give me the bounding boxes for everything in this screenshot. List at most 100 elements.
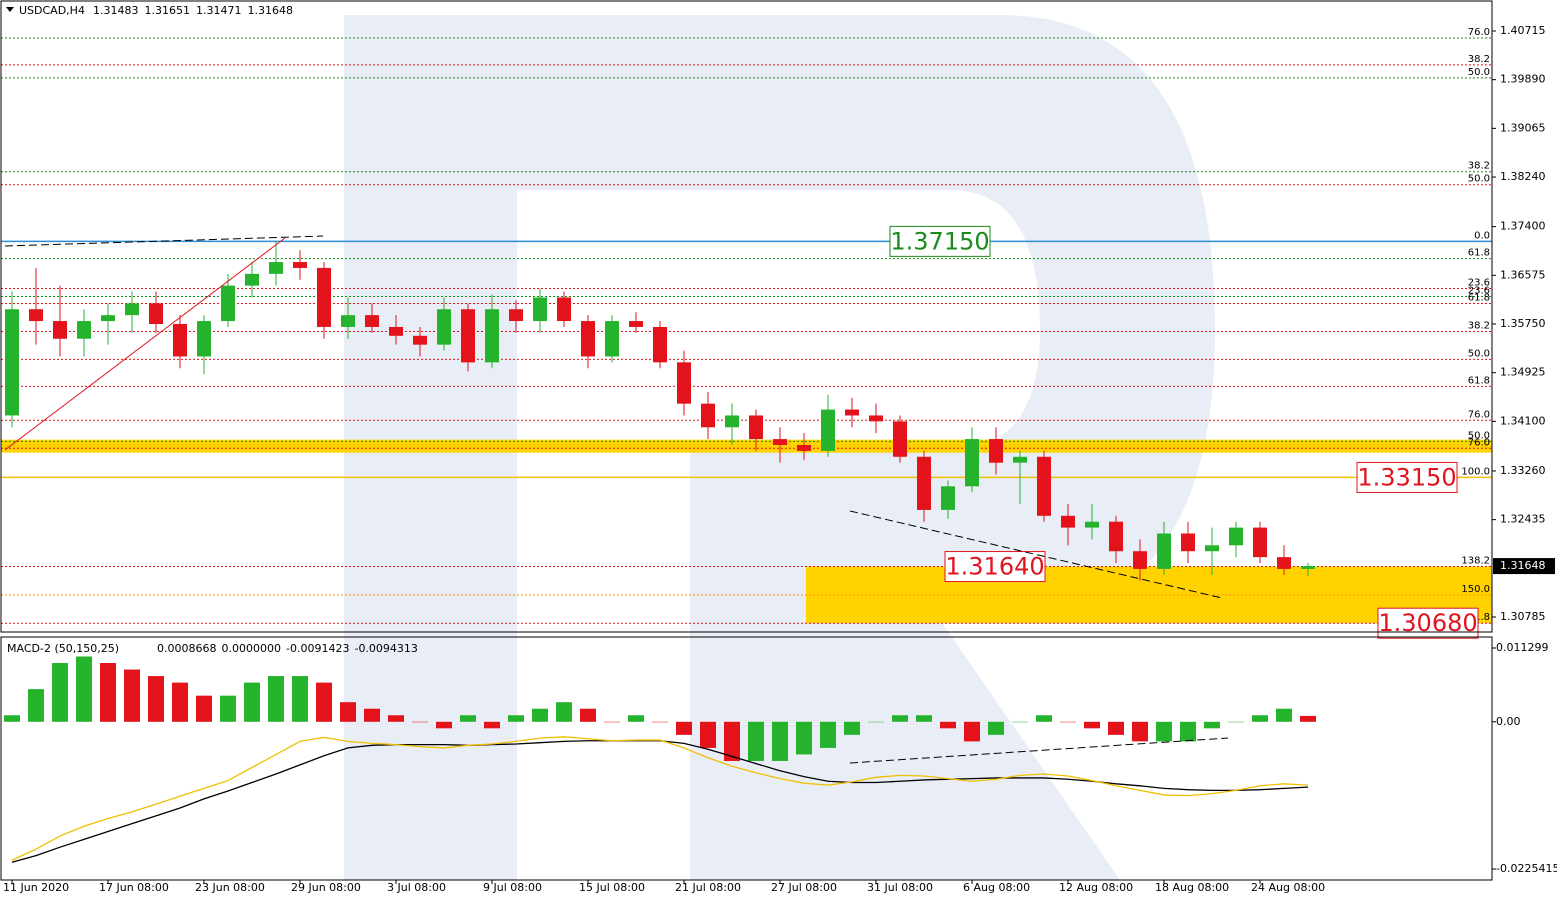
y-tick-label: 1.36575 bbox=[1500, 268, 1546, 281]
menu-arrow[interactable] bbox=[6, 7, 14, 12]
macd-bar bbox=[892, 715, 908, 722]
macd-bar bbox=[940, 721, 956, 729]
macd-bar bbox=[484, 721, 500, 729]
y-tick-label: 1.40715 bbox=[1500, 24, 1546, 37]
macd-bar bbox=[28, 689, 44, 722]
candle-body bbox=[749, 415, 763, 440]
candle-body bbox=[461, 309, 475, 363]
candle-body bbox=[197, 321, 211, 357]
trend-line bbox=[4, 235, 324, 247]
fib-label: 50.0 bbox=[1468, 348, 1490, 359]
candle-body bbox=[485, 309, 499, 363]
fib-label: 50.0 bbox=[1468, 430, 1490, 441]
macd-bar bbox=[100, 663, 116, 722]
candle-body bbox=[269, 262, 283, 274]
macd-pane-border bbox=[0, 636, 1493, 881]
y-tick-label: 1.30785 bbox=[1500, 610, 1546, 623]
fib-label: 23.6 bbox=[1468, 278, 1490, 289]
price-annotation: 1.37150 bbox=[890, 227, 989, 255]
y-tick-label: 1.39065 bbox=[1500, 121, 1546, 134]
macd-bar bbox=[1132, 721, 1148, 742]
zone bbox=[1, 439, 1492, 453]
candle-body bbox=[941, 486, 955, 510]
candle-body bbox=[869, 415, 883, 422]
watermark-leg bbox=[690, 620, 1120, 880]
price-annotation: 1.33150 bbox=[1357, 463, 1456, 491]
macd-bar bbox=[1276, 708, 1292, 722]
x-tick-label: 3 Jul 08:00 bbox=[387, 881, 446, 894]
macd-bar bbox=[196, 695, 212, 722]
candle-body bbox=[173, 323, 187, 357]
fib-label: 76.0 bbox=[1468, 27, 1490, 38]
macd-bar bbox=[964, 721, 980, 742]
macd-bar bbox=[1180, 721, 1196, 742]
candle-body bbox=[581, 321, 595, 357]
fib-label: 38.2 bbox=[1468, 320, 1490, 331]
price-annotation-box bbox=[944, 551, 1046, 583]
candle-body bbox=[101, 315, 115, 322]
x-tick-label: 29 Jun 08:00 bbox=[291, 881, 361, 894]
macd-bar bbox=[1300, 715, 1316, 722]
fib-label: 61.8 bbox=[1468, 248, 1490, 259]
candle-body bbox=[317, 267, 331, 327]
price-annotation-box bbox=[1356, 461, 1458, 493]
macd-bar bbox=[1156, 721, 1172, 742]
indicator-value: 0.0008668 bbox=[157, 642, 217, 655]
fib-label: 50.0 bbox=[1468, 67, 1490, 78]
candle-body bbox=[1013, 456, 1027, 463]
trend-line bbox=[849, 510, 1223, 599]
macd-bar bbox=[76, 656, 92, 722]
last-price-label: 1.31648 bbox=[1500, 559, 1546, 572]
candle-body bbox=[965, 439, 979, 487]
macd-bar bbox=[316, 682, 332, 722]
macd-bar bbox=[652, 721, 668, 723]
macd-bar bbox=[628, 715, 644, 722]
price-annotation-box bbox=[1377, 607, 1479, 639]
fib-label: 50.0 bbox=[1468, 174, 1490, 185]
candle-body bbox=[557, 297, 571, 322]
fib-label: 0.0 bbox=[1474, 230, 1490, 241]
header-value: 1.31648 bbox=[248, 4, 294, 17]
macd-line bbox=[11, 740, 1309, 863]
x-tick-label: 15 Jul 08:00 bbox=[579, 881, 645, 894]
candle-body bbox=[437, 309, 451, 345]
fib-label: 76.0 bbox=[1468, 437, 1490, 448]
macd-bar bbox=[508, 715, 524, 722]
x-tick-label: 24 Aug 08:00 bbox=[1251, 881, 1325, 894]
y-tick-label: 1.33260 bbox=[1500, 464, 1546, 477]
x-tick-label: 12 Aug 08:00 bbox=[1059, 881, 1133, 894]
x-tick-label: 31 Jul 08:00 bbox=[867, 881, 933, 894]
macd-bar bbox=[148, 676, 164, 722]
candle-body bbox=[797, 444, 811, 451]
last-price-box bbox=[1493, 558, 1555, 575]
macd-bar bbox=[868, 721, 884, 723]
candle-body bbox=[629, 321, 643, 327]
macd-bar bbox=[604, 721, 620, 723]
macd-bar bbox=[1084, 721, 1100, 729]
candle-body bbox=[389, 326, 403, 336]
candle-body bbox=[989, 439, 1003, 463]
macd-bar bbox=[1252, 715, 1268, 722]
symbol-title: USDCAD,H4 bbox=[19, 4, 85, 17]
x-tick-label: 6 Aug 08:00 bbox=[963, 881, 1030, 894]
y-tick-label: 1.38240 bbox=[1500, 170, 1546, 183]
macd-bar bbox=[748, 721, 764, 761]
y-tick-label: 1.39890 bbox=[1500, 73, 1546, 86]
candle-body bbox=[29, 309, 43, 322]
y-tick-label: 1.32435 bbox=[1500, 513, 1546, 526]
macd-bar bbox=[916, 715, 932, 722]
macd-bar bbox=[52, 663, 68, 722]
fib-label: 38.2 bbox=[1468, 54, 1490, 65]
macd-bar bbox=[700, 721, 716, 748]
candle-body bbox=[1229, 527, 1243, 546]
indicator-value: -0.0094313 bbox=[354, 642, 417, 655]
indicator-title: MACD-2 (50,150,25) bbox=[7, 642, 119, 655]
macd-bar bbox=[436, 721, 452, 729]
macd-bar bbox=[388, 715, 404, 722]
macd-bar bbox=[580, 708, 596, 722]
candle-body bbox=[701, 403, 715, 428]
macd-bar bbox=[268, 676, 284, 722]
macd-bar bbox=[724, 721, 740, 761]
